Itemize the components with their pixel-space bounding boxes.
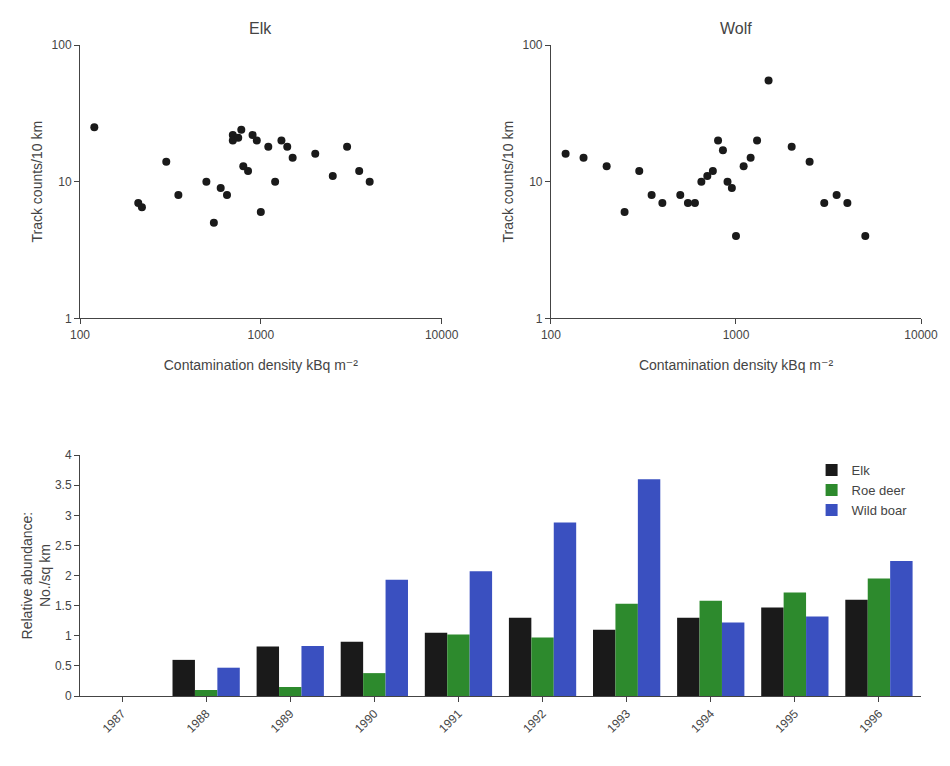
svg-text:1989: 1989: [268, 707, 297, 736]
svg-text:1993: 1993: [604, 707, 633, 736]
svg-text:100: 100: [70, 328, 90, 342]
svg-text:Wild boar: Wild boar: [852, 503, 908, 518]
svg-text:Elk: Elk: [852, 463, 871, 478]
svg-text:1995: 1995: [772, 707, 801, 736]
svg-text:Track counts/10 km: Track counts/10 km: [500, 121, 516, 243]
svg-text:Contamination density kBq m⁻²: Contamination density kBq m⁻²: [164, 357, 358, 373]
svg-text:Wolf: Wolf: [720, 20, 752, 37]
svg-text:10: 10: [58, 175, 72, 189]
svg-text:1992: 1992: [520, 707, 549, 736]
svg-text:1: 1: [65, 629, 72, 643]
svg-text:1987: 1987: [100, 707, 129, 736]
svg-text:2: 2: [65, 569, 72, 583]
svg-text:4: 4: [65, 448, 72, 462]
svg-text:Contamination density kBq m⁻²: Contamination density kBq m⁻²: [639, 357, 833, 373]
svg-text:0.5: 0.5: [55, 659, 72, 673]
svg-text:Track counts/10 km: Track counts/10 km: [29, 121, 45, 243]
svg-text:3.5: 3.5: [55, 478, 72, 492]
svg-text:100: 100: [541, 328, 561, 342]
svg-text:1: 1: [536, 312, 543, 326]
svg-text:1991: 1991: [436, 707, 465, 736]
svg-text:3: 3: [65, 509, 72, 523]
svg-text:1994: 1994: [688, 707, 717, 736]
svg-text:100: 100: [523, 38, 543, 52]
svg-text:1990: 1990: [352, 707, 381, 736]
svg-text:10000: 10000: [425, 328, 459, 342]
svg-text:2.5: 2.5: [55, 539, 72, 553]
svg-text:1: 1: [65, 312, 72, 326]
svg-text:Relative abundance:No./sq km: Relative abundance:No./sq km: [19, 512, 53, 640]
svg-text:0: 0: [65, 689, 72, 703]
svg-text:Elk: Elk: [249, 20, 272, 37]
svg-text:1996: 1996: [857, 707, 886, 736]
svg-text:1.5: 1.5: [55, 599, 72, 613]
svg-text:100: 100: [52, 38, 72, 52]
svg-text:1988: 1988: [184, 707, 213, 736]
svg-text:1000: 1000: [723, 328, 750, 342]
svg-text:10000: 10000: [904, 328, 938, 342]
svg-text:1000: 1000: [247, 328, 274, 342]
svg-text:Roe deer: Roe deer: [852, 483, 906, 498]
svg-text:10: 10: [529, 175, 543, 189]
